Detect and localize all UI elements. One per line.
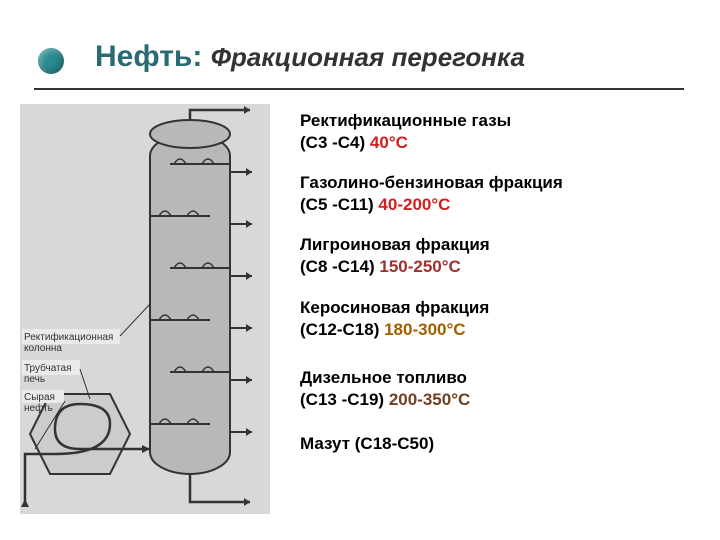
title-divider [34, 88, 684, 90]
fraction-name: Керосиновая фракция [300, 298, 489, 317]
fraction-carbon: (С3 -С4) [300, 133, 365, 152]
fraction-item: Мазут (С18-С50) [300, 433, 700, 455]
fraction-temp: 40-200°С [378, 195, 450, 214]
diagram-label-furnace: Трубчатая [24, 362, 72, 374]
fraction-item: Ректификационные газы (С3 -С4) 40°С [300, 110, 700, 154]
fraction-name: Газолино-бензиновая фракция [300, 173, 563, 192]
column-dome [150, 120, 230, 148]
fraction-item: Керосиновая фракция (С12-С18) 180-300°С [300, 297, 700, 341]
fraction-temp: 150-250°С [379, 257, 460, 276]
fraction-list: Ректификационные газы (С3 -С4) 40°С Газо… [300, 110, 700, 473]
fraction-item: Лигроиновая фракция (С8 -С14) 150-250°С [300, 234, 700, 278]
fraction-carbon: (С5 -С11) [300, 195, 374, 214]
fraction-temp: 180-300°С [384, 320, 465, 339]
svg-text:колонна: колонна [24, 343, 62, 354]
distillation-diagram: Ректификационная колонна Трубчатая печь … [20, 104, 270, 514]
fraction-carbon: (С8 -С14) [300, 257, 375, 276]
diagram-label-crude: Сырая [24, 392, 55, 403]
title-bullet [38, 48, 64, 74]
svg-text:печь: печь [24, 374, 45, 385]
fraction-name: Дизельное топливо [300, 368, 467, 387]
title-main: Нефть: [95, 40, 202, 73]
fraction-name: Ректификационные газы [300, 111, 511, 130]
svg-text:нефть: нефть [24, 402, 53, 414]
fraction-item: Дизельное топливо (С13 -С19) 200-350°С [300, 367, 700, 411]
diagram-label-column: Ректификационная [24, 331, 113, 343]
fraction-name: Мазут (С18-С50) [300, 434, 434, 453]
fraction-name: Лигроиновая фракция [300, 235, 490, 254]
title-sub: Фракционная перегонка [211, 42, 525, 72]
fraction-temp: 40°С [370, 133, 408, 152]
fraction-carbon: (С13 -С19) [300, 390, 384, 409]
page-title: Нефть: Фракционная перегонка [95, 40, 525, 74]
fraction-carbon: (С12-С18) [300, 320, 379, 339]
fraction-item: Газолино-бензиновая фракция (С5 -С11) 40… [300, 172, 700, 216]
fraction-temp: 200-350°С [389, 390, 470, 409]
